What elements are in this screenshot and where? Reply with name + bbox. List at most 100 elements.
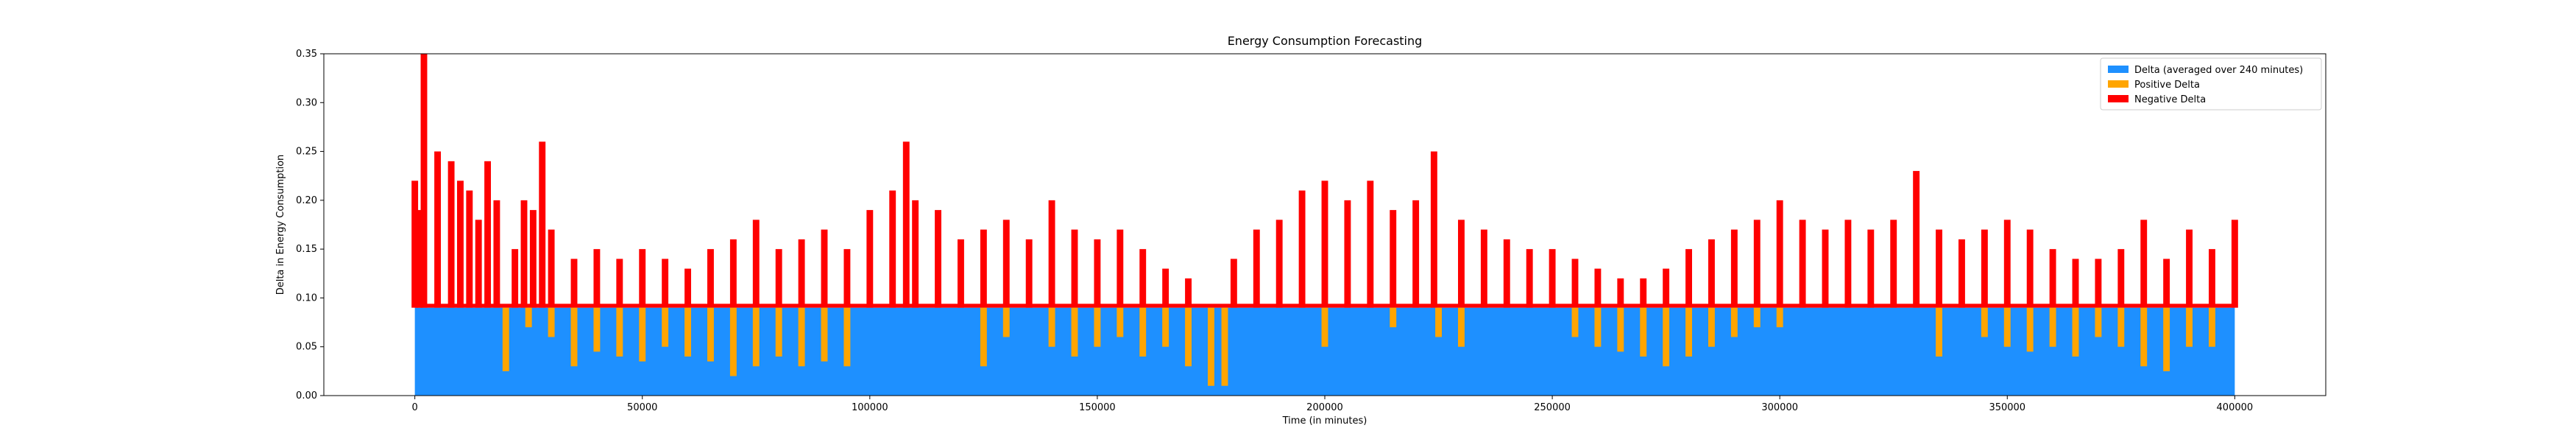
y-axis-label: Delta in Energy Consumption [275, 155, 286, 295]
negative-delta-bar [1526, 249, 1533, 308]
negative-delta-bar [1071, 229, 1078, 308]
negative-delta-bar [707, 249, 714, 308]
negative-delta-bar [411, 180, 419, 308]
x-tick-label: 200000 [1306, 402, 1343, 413]
negative-delta-bar [1185, 278, 1192, 308]
negative-delta-bar [752, 220, 760, 308]
negative-delta-bar [843, 249, 851, 308]
positive-delta-bar [502, 307, 509, 371]
negative-delta-bar [1753, 220, 1761, 308]
negative-delta-bar [821, 229, 828, 308]
negative-delta-bar [1162, 268, 1170, 308]
positive-delta-bar [2163, 307, 2170, 371]
negative-delta-bar [539, 141, 546, 308]
legend-frame [2100, 57, 2322, 110]
legend-swatch-delta [2108, 66, 2129, 73]
negative-delta-bar [1117, 229, 1124, 308]
positive-delta-bar [1730, 307, 1738, 337]
negative-delta-bar [2163, 259, 2170, 308]
y-tick-label: 0.10 [296, 292, 317, 304]
positive-delta-bar [1117, 307, 1124, 337]
positive-delta-bar [2095, 307, 2102, 337]
x-tick-label: 100000 [852, 402, 888, 413]
positive-delta-bar [2140, 307, 2148, 367]
positive-delta-bar [684, 307, 691, 357]
y-tick-label: 0.05 [296, 342, 317, 353]
positive-delta-bar [980, 307, 987, 367]
positive-delta-bar [2003, 307, 2011, 347]
negative-delta-bar [1708, 239, 1715, 308]
positive-delta-bar [707, 307, 714, 362]
negative-delta-bar [2049, 249, 2056, 308]
bars [411, 54, 2238, 396]
negative-delta-bar [1822, 229, 1829, 308]
positive-delta-bar [1221, 307, 1228, 386]
negative-delta-bar [1981, 229, 1988, 308]
negative-delta-bar [457, 180, 464, 308]
negative-delta-bar [1640, 278, 1647, 308]
positive-delta-bar [1936, 307, 1942, 357]
negative-delta-bar [1458, 220, 1465, 308]
legend: Delta (averaged over 240 minutes) Positi… [2100, 57, 2322, 110]
negative-delta-bar [912, 200, 919, 308]
negative-delta-bar [1663, 268, 1670, 308]
negative-delta-bar [1913, 171, 1920, 308]
negative-delta-bar [475, 220, 482, 308]
y-tick-label: 0.25 [296, 147, 317, 158]
negative-delta-bar [1594, 268, 1602, 308]
positive-delta-bar [525, 307, 532, 328]
negative-delta-bar [1958, 239, 1965, 308]
negative-delta-bar [616, 259, 623, 308]
negative-delta-bar [1430, 151, 1437, 308]
negative-delta-bar [2231, 220, 2238, 308]
legend-label-positive: Positive Delta [2134, 80, 2200, 91]
x-tick-label: 150000 [1079, 402, 1116, 413]
negative-delta-bar [1367, 180, 1374, 308]
positive-delta-bar [821, 307, 828, 362]
positive-delta-bar [1071, 307, 1078, 357]
x-tick-label: 50000 [627, 402, 657, 413]
negative-delta-bar [593, 249, 601, 308]
negative-delta-bar [935, 210, 941, 308]
negative-delta-bar [484, 161, 491, 308]
legend-swatch-negative [2108, 95, 2129, 102]
x-axis: 0 50000 100000 150000 200000 250000 300000 3500… [411, 396, 2253, 413]
negative-delta-band [414, 304, 2235, 308]
negative-delta-bar [684, 268, 691, 308]
negative-delta-bar [1685, 249, 1692, 308]
negative-delta-bar [493, 200, 500, 308]
positive-delta-bar [662, 307, 669, 347]
positive-delta-bar [1685, 307, 1692, 357]
positive-delta-bar [1162, 307, 1170, 347]
y-tick-label: 0.20 [296, 195, 317, 206]
positive-delta-bar [570, 307, 578, 367]
positive-delta-bar [1594, 307, 1602, 347]
negative-delta-bar [512, 249, 519, 308]
y-tick-label: 0.30 [296, 97, 317, 108]
negative-delta-bar [662, 259, 669, 308]
negative-delta-bar [798, 239, 805, 308]
positive-delta-bar [843, 307, 851, 367]
negative-delta-bar [866, 210, 874, 308]
positive-delta-bar [1708, 307, 1715, 347]
negative-delta-bar [1617, 278, 1624, 308]
negative-delta-bar [1275, 220, 1283, 308]
negative-delta-bar [1390, 210, 1397, 308]
x-tick-label: 400000 [2217, 402, 2254, 413]
negative-delta-bar [889, 190, 896, 308]
negative-delta-bar [902, 141, 910, 308]
negative-delta-bar [466, 190, 473, 308]
negative-delta-bar [2209, 249, 2215, 308]
negative-delta-bar [1344, 200, 1351, 308]
negative-delta-bar [529, 210, 537, 308]
negative-delta-bar [1094, 239, 1101, 308]
positive-delta-bar [2117, 307, 2125, 347]
negative-delta-bar [1230, 259, 1237, 308]
negative-delta-bar [2072, 259, 2079, 308]
negative-delta-bar [570, 259, 578, 308]
positive-delta-bar [2072, 307, 2079, 357]
negative-delta-bar [1253, 229, 1260, 308]
negative-delta-bar [729, 239, 737, 308]
negative-delta-bar [1571, 259, 1579, 308]
